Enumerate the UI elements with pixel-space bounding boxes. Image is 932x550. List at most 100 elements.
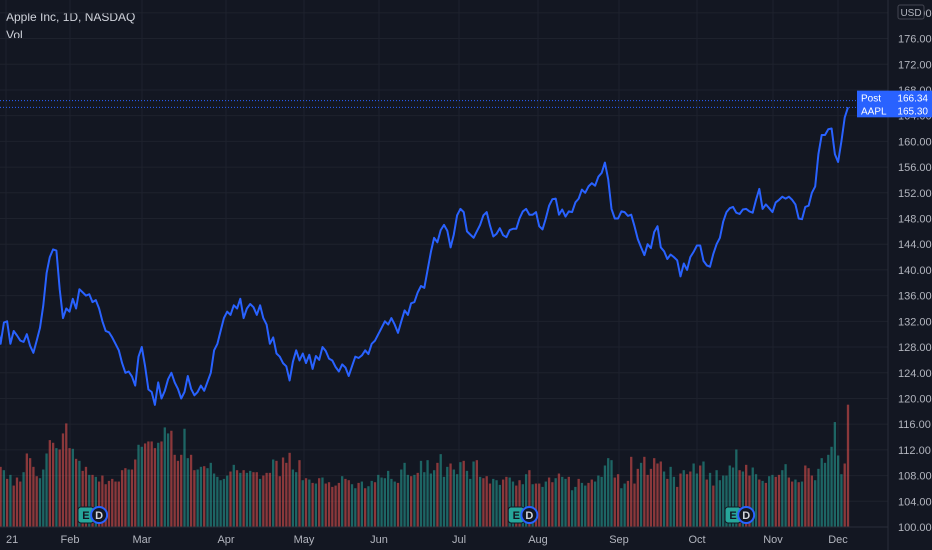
volume-bars [0, 404, 850, 527]
volume-bar [285, 462, 288, 527]
volume-bar [143, 443, 147, 527]
volume-bar [432, 470, 436, 527]
y-tick-label: 108.00 [898, 471, 932, 483]
y-tick-label: 136.00 [898, 291, 932, 303]
volume-bar [409, 476, 413, 527]
volume-bar [344, 478, 347, 527]
dividend-marker[interactable]: D [520, 506, 539, 524]
earnings-marker[interactable]: E [507, 506, 525, 524]
volume-bar [712, 485, 715, 527]
volume-bar [794, 479, 797, 527]
volume-bar [324, 483, 327, 527]
x-tick-label: Mar [133, 534, 152, 546]
volume-bar [478, 476, 482, 527]
volume-bar [570, 490, 574, 527]
event-marker-label: E [82, 510, 89, 522]
volume-bar [501, 479, 505, 527]
volume-bar [173, 454, 176, 527]
y-tick-label: 120.00 [898, 393, 932, 405]
volume-bar [272, 459, 275, 527]
volume-bar [235, 470, 239, 527]
volume-bar [423, 472, 426, 527]
volume-bar [298, 460, 301, 527]
volume-bar [295, 472, 298, 527]
volume-bar [334, 485, 337, 527]
volume-bar [682, 470, 685, 527]
volume-bar [337, 482, 341, 527]
volume-bar [630, 456, 633, 527]
volume-bar [147, 441, 150, 527]
volume-bar [101, 475, 104, 527]
volume-bar [245, 472, 249, 527]
x-tick-label: Jul [452, 534, 466, 546]
volume-bar [88, 474, 91, 527]
volume-bar [623, 483, 626, 527]
volume-bar [633, 483, 636, 527]
x-tick-label: Dec [828, 534, 848, 546]
volume-bar [495, 480, 498, 527]
volume-bar [718, 480, 722, 527]
volume-bar [426, 460, 429, 527]
volume-bar [600, 476, 603, 527]
volume-bar [222, 478, 226, 527]
volume-bar [748, 475, 751, 527]
currency-box[interactable] [897, 4, 925, 20]
event-marker-label: E [513, 510, 520, 522]
volume-bar [377, 474, 380, 527]
volume-bar [19, 481, 22, 527]
dividend-marker[interactable]: D [90, 506, 109, 524]
volume-bar [186, 458, 189, 527]
volume-bar [613, 477, 616, 527]
earnings-marker[interactable]: E [77, 506, 95, 524]
volume-bar [370, 480, 373, 527]
y-tick-label: 172.00 [898, 59, 932, 71]
volume-bar [2, 470, 6, 527]
volume-bar [472, 461, 475, 527]
volume-bar [574, 486, 577, 527]
volume-bar [524, 474, 528, 527]
x-tick-label: Sep [609, 534, 629, 546]
volume-bar [166, 433, 170, 527]
volume-bar [521, 484, 524, 527]
volume-bar [403, 462, 406, 527]
dividend-marker-shape [90, 506, 109, 524]
volume-bar [669, 466, 672, 527]
event-marker-label: E [729, 510, 736, 522]
volume-bar [252, 472, 255, 527]
volume-bar [676, 486, 679, 527]
volume-bar [544, 481, 547, 527]
volume-bar [551, 482, 554, 527]
volume-bar [692, 463, 695, 527]
dividend-marker[interactable]: D [737, 506, 756, 524]
volume-bar [597, 475, 600, 527]
volume-bar [616, 474, 620, 527]
volume-bar [291, 469, 295, 527]
volume-bar [140, 446, 143, 527]
volume-bar [74, 458, 78, 527]
price-line-aapl[interactable] [0, 106, 849, 406]
volume-bar [695, 473, 699, 527]
volume-bar [787, 477, 791, 527]
x-tick-label: Apr [217, 534, 234, 546]
x-tick-label: 21 [6, 534, 18, 546]
volume-bar [28, 458, 32, 527]
volume-bar [55, 448, 58, 527]
y-tick-label: 152.00 [898, 188, 932, 200]
volume-bar [485, 476, 488, 527]
volume-bar [705, 479, 708, 527]
volume-bar [462, 460, 465, 527]
volume-bar [163, 427, 166, 527]
volume-bar [416, 472, 419, 527]
volume-bar [800, 481, 804, 527]
volume-bar [528, 470, 531, 527]
volume-bar [406, 474, 410, 527]
y-tick-label: 140.00 [898, 265, 932, 277]
volume-bar [791, 481, 794, 527]
volume-bar [455, 474, 459, 527]
volume-bar [199, 466, 203, 527]
volume-bar [699, 465, 702, 527]
volume-bar [531, 484, 534, 527]
volume-bar [771, 474, 774, 527]
volume-bar [347, 480, 350, 527]
